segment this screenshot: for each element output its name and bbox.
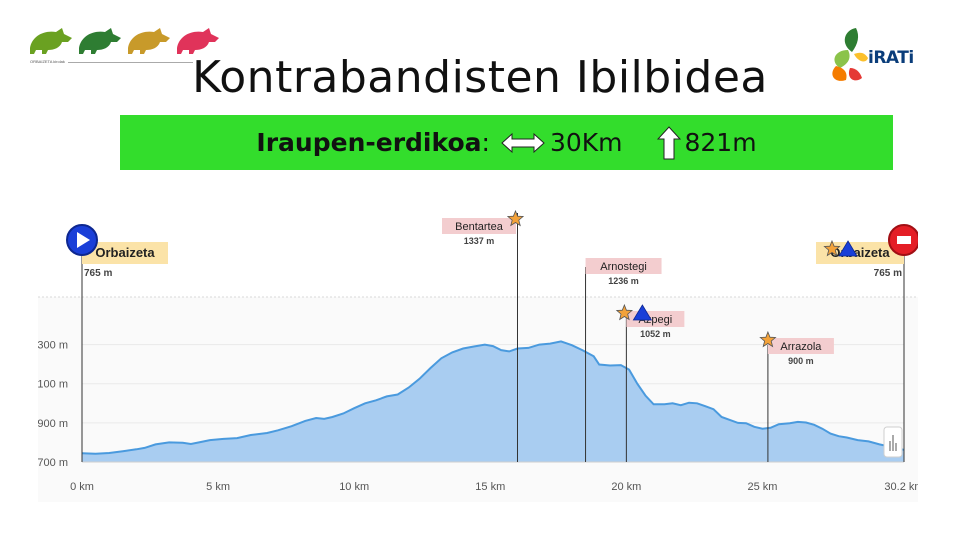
waypoint-bentartea-1: Bentartea 1337 m <box>442 209 525 462</box>
difficulty-level: Iraupen-erdikoa <box>256 128 482 157</box>
boars-icon <box>30 28 219 54</box>
waypoint-name: Orbaizeta <box>830 245 890 260</box>
waypoint-name: Arrazola <box>780 341 822 353</box>
waypoint-name: Orbaizeta <box>95 245 155 260</box>
double-arrow-icon <box>500 132 546 154</box>
up-arrow-icon <box>656 125 681 160</box>
y-tick-label: 900 m <box>38 418 68 430</box>
irati-logo: iRATi <box>828 22 928 88</box>
waypoint-label-box <box>585 258 662 274</box>
waypoint-name: Arnostegi <box>600 261 646 273</box>
boar-icon <box>128 28 170 54</box>
difficulty-colon: : <box>481 128 490 157</box>
x-tick-label: 10 km <box>339 481 369 493</box>
y-tick-label: 1300 m <box>38 340 68 352</box>
distance-value: 30Km <box>549 128 623 157</box>
finish-stop-icon <box>888 224 918 256</box>
waypoint-elevation: 1052 m <box>640 329 671 339</box>
x-tick-label: 20 km <box>611 481 641 493</box>
summit-star-icon <box>615 303 634 321</box>
irati-brand-text: iRATi <box>868 48 914 68</box>
shelter-triangle-icon <box>838 240 858 257</box>
leaves-icon <box>832 28 868 81</box>
waypoint-elevation: 765 m <box>84 268 112 279</box>
y-tick-label: 1100 m <box>38 379 68 391</box>
x-tick-label: 30.2 km <box>884 481 918 493</box>
club-logo: ORBAIZETA kirolak <box>28 22 228 70</box>
elevation-gain-value: 821m <box>684 128 757 157</box>
boar-icon <box>30 28 72 54</box>
waypoint-arrazola-4: Arrazola 900 m <box>759 330 834 462</box>
waypoint-name: Bentartea <box>455 221 504 233</box>
route-stats-banner: Iraupen-erdikoa : 30Km 821m <box>120 115 893 170</box>
boar-icon <box>79 28 121 54</box>
waypoint-label-box <box>82 242 168 264</box>
summit-star-icon <box>759 330 777 348</box>
elevation-area <box>82 341 904 462</box>
shelter-triangle-icon <box>632 304 653 321</box>
x-tick-label: 5 km <box>206 481 230 493</box>
waypoint-label-box <box>767 338 834 354</box>
elevation-profile-svg: 700 m 900 m 1100 m 1300 m 0 km 5 km 10 km 15 km… <box>38 205 918 505</box>
start-play-icon <box>66 224 98 256</box>
x-tick-label: 0 km <box>70 481 94 493</box>
waypoint-orbaizeta-5: Orbaizeta 765 m <box>816 224 918 462</box>
waypoint-orbaizeta-0: Orbaizeta 765 m <box>66 224 168 462</box>
waypoint-elevation: 765 m <box>874 268 902 279</box>
waypoint-label-box <box>442 218 516 234</box>
x-tick-label: 15 km <box>475 481 505 493</box>
waypoint-elevation: 900 m <box>788 356 814 366</box>
club-logo-caption: ORBAIZETA kirolak <box>30 59 65 64</box>
elevation-line <box>81 340 905 455</box>
y-tick-label: 700 m <box>38 457 68 469</box>
boar-icon <box>177 28 219 54</box>
waypoint-elevation: 1236 m <box>608 276 639 286</box>
summit-star-icon <box>506 209 525 227</box>
elevation-profile-chart: 700 m 900 m 1100 m 1300 m 0 km 5 km 10 km 15 km… <box>38 205 918 505</box>
waypoint-arnostegi-2: Arnostegi 1236 m <box>585 258 662 462</box>
page-title: Kontrabandisten Ibilbidea <box>192 52 768 103</box>
summit-star-icon <box>823 239 841 257</box>
logo-divider <box>68 62 193 63</box>
x-tick-label: 25 km <box>747 481 777 493</box>
waypoint-elevation: 1337 m <box>464 236 495 246</box>
chart-options-icon <box>883 426 903 458</box>
